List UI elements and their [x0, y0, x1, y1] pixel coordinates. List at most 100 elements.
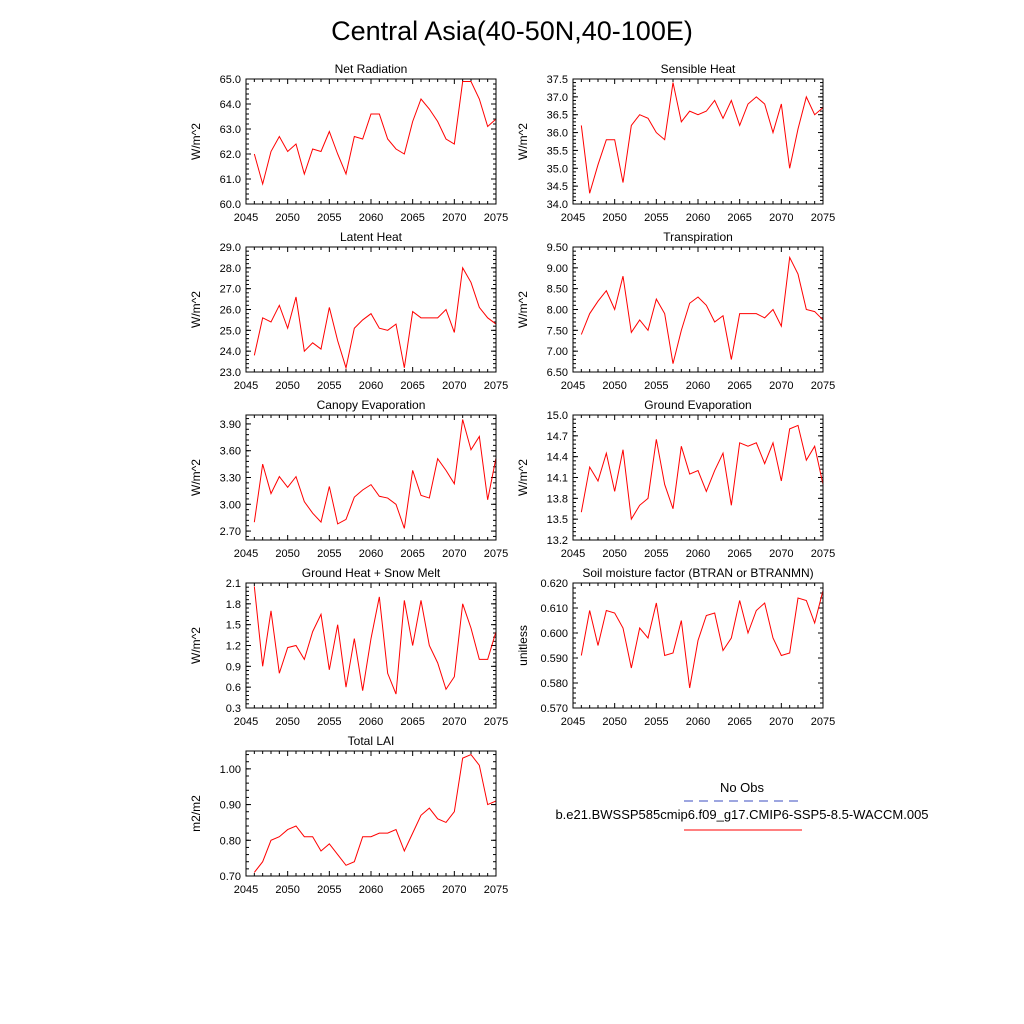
x-tick-label: 2070 [442, 548, 466, 560]
x-tick-label: 2065 [727, 380, 751, 392]
x-tick-label: 2055 [644, 380, 668, 392]
panel-title: Ground Evaporation [644, 398, 751, 412]
y-tick-label: 9.00 [547, 263, 568, 275]
y-axis-label: unitless [516, 625, 530, 666]
panel-title: Sensible Heat [661, 62, 736, 76]
y-tick-label: 0.6 [226, 682, 241, 694]
y-tick-label: 0.600 [540, 628, 568, 640]
x-tick-label: 2050 [602, 716, 626, 728]
x-tick-label: 2060 [359, 380, 383, 392]
panels-group: Net Radiation W/m^2 2045 2050 2055 2060 2065 20… [189, 62, 835, 896]
y-tick-label: 34.5 [547, 181, 568, 193]
y-tick-label: 3.30 [220, 473, 241, 485]
x-tick-label: 2060 [686, 212, 710, 224]
x-tick-label: 2045 [234, 380, 258, 392]
y-axis-label: W/m^2 [189, 459, 203, 496]
plot-frame [572, 414, 824, 541]
series-line [580, 424, 824, 521]
y-tick-label: 0.70 [220, 871, 241, 883]
x-tick-label: 2045 [561, 548, 585, 560]
plot-frame [572, 246, 824, 373]
x-tick-label: 2075 [811, 716, 835, 728]
x-tick-label: 2055 [644, 716, 668, 728]
x-tick-label: 2050 [275, 884, 299, 896]
x-tick-label: 2050 [275, 212, 299, 224]
x-tick-label: 2065 [727, 212, 751, 224]
y-tick-label: 26.0 [220, 305, 241, 317]
x-tick-label: 2060 [359, 884, 383, 896]
x-tick-label: 2070 [769, 548, 793, 560]
plot-frame [245, 78, 497, 205]
x-tick-label: 2075 [484, 716, 508, 728]
x-tick-label: 2070 [769, 212, 793, 224]
y-tick-label: 65.0 [220, 74, 241, 86]
y-tick-label: 3.90 [220, 419, 241, 431]
x-tick-label: 2060 [359, 548, 383, 560]
panel-title: Ground Heat + Snow Melt [302, 566, 441, 580]
x-tick-label: 2045 [234, 716, 258, 728]
x-tick-label: 2065 [727, 548, 751, 560]
y-tick-label: 27.0 [220, 284, 241, 296]
y-tick-label: 0.80 [220, 835, 241, 847]
x-tick-label: 2060 [686, 548, 710, 560]
y-axis-label: W/m^2 [189, 291, 203, 328]
x-tick-label: 2045 [561, 716, 585, 728]
panel-title: Canopy Evaporation [317, 398, 426, 412]
series-line [253, 419, 497, 529]
x-tick-label: 2075 [484, 884, 508, 896]
x-tick-label: 2075 [484, 212, 508, 224]
y-axis-label: W/m^2 [516, 123, 530, 160]
x-tick-label: 2065 [400, 380, 424, 392]
series-line [253, 753, 497, 873]
y-tick-label: 0.90 [220, 800, 241, 812]
x-tick-label: 2055 [317, 884, 341, 896]
chart-panel: Canopy Evaporation W/m^2 2045 2050 2055 2060 2… [189, 398, 508, 560]
legend-model-label: b.e21.BWSSP585cmip6.f09_g17.CMIP6-SSP5-8… [555, 807, 928, 822]
y-tick-label: 13.2 [547, 535, 568, 547]
y-tick-label: 61.0 [220, 174, 241, 186]
x-tick-label: 2070 [442, 380, 466, 392]
y-tick-label: 23.0 [220, 367, 241, 379]
x-tick-label: 2070 [442, 884, 466, 896]
y-tick-label: 28.0 [220, 263, 241, 275]
plot-frame [245, 582, 497, 709]
panel-title: Net Radiation [335, 62, 408, 76]
y-tick-label: 25.0 [220, 325, 241, 337]
x-tick-label: 2045 [234, 548, 258, 560]
y-tick-label: 64.0 [220, 99, 241, 111]
x-tick-label: 2050 [275, 716, 299, 728]
x-tick-label: 2065 [400, 716, 424, 728]
x-tick-label: 2050 [275, 380, 299, 392]
y-axis-label: W/m^2 [516, 459, 530, 496]
x-tick-label: 2055 [644, 548, 668, 560]
chart-panel: Total LAI m2/m2 2045 2050 2055 2060 2065 2070 20… [189, 734, 508, 896]
y-tick-label: 24.0 [220, 346, 241, 358]
y-tick-label: 37.0 [547, 92, 568, 104]
series-line [253, 81, 497, 186]
y-tick-label: 13.5 [547, 514, 568, 526]
x-tick-label: 2065 [400, 548, 424, 560]
panel-title: Soil moisture factor (BTRAN or BTRANMN) [582, 566, 813, 580]
x-tick-label: 2060 [359, 212, 383, 224]
y-tick-label: 1.00 [220, 764, 241, 776]
x-tick-label: 2045 [234, 884, 258, 896]
x-tick-label: 2060 [359, 716, 383, 728]
series-line [580, 255, 824, 364]
panel-title: Latent Heat [340, 230, 403, 244]
x-tick-label: 2070 [442, 212, 466, 224]
y-tick-label: 1.2 [226, 641, 241, 653]
x-tick-label: 2070 [769, 716, 793, 728]
y-tick-label: 6.50 [547, 367, 568, 379]
x-tick-label: 2055 [317, 716, 341, 728]
y-tick-label: 1.8 [226, 599, 241, 611]
y-tick-label: 0.590 [540, 653, 568, 665]
series-line [253, 586, 497, 695]
plot-frame [245, 750, 497, 877]
chart-panel: Soil moisture factor (BTRAN or BTRANMN) u… [516, 566, 835, 728]
legend-obs-label: No Obs [720, 780, 765, 795]
y-tick-label: 13.8 [547, 493, 568, 505]
x-tick-label: 2050 [602, 548, 626, 560]
y-tick-label: 29.0 [220, 242, 241, 254]
y-tick-label: 0.580 [540, 678, 568, 690]
